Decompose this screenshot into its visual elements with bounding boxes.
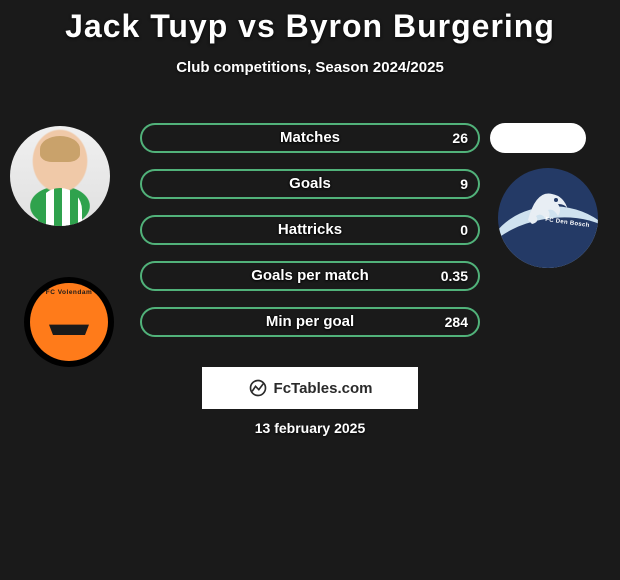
page-title: Jack Tuyp vs Byron Burgering [0,0,620,45]
player-right-club-badge: FC Den Bosch [498,168,598,268]
decorative-shape [38,188,82,226]
player-left-club-badge: FC Volendam [24,277,114,367]
date-text: 13 february 2025 [0,420,620,436]
stat-label: Goals [140,169,480,199]
stat-label: Matches [140,123,480,153]
footer-brand-box: FcTables.com [202,367,418,409]
footer-brand-text: FcTables.com [274,380,373,397]
stat-value-right: 0 [460,215,468,245]
stat-value-right: 9 [460,169,468,199]
player-left-avatar [10,126,110,226]
fctables-logo-icon [248,378,268,398]
stat-label: Goals per match [140,261,480,291]
stat-value-right: 0.35 [441,261,468,291]
stat-row-goals-per-match: Goals per match 0.35 [140,261,480,291]
stat-row-matches: Matches 26 [140,123,480,153]
club-badge-inner: FC Volendam [30,283,108,361]
stat-value-right: 284 [445,307,468,337]
dragon-icon [518,180,578,240]
stats-list: Matches 26 Goals 9 Hattricks 0 Goals per… [140,123,480,353]
player-right-avatar [490,123,586,153]
stat-row-hattricks: Hattricks 0 [140,215,480,245]
stat-row-goals: Goals 9 [140,169,480,199]
stat-label: Min per goal [140,307,480,337]
stat-label: Hattricks [140,215,480,245]
stat-row-min-per-goal: Min per goal 284 [140,307,480,337]
decorative-shape [40,136,80,162]
stat-value-right: 26 [452,123,468,153]
club-badge-text: FC Volendam [30,289,108,296]
subtitle: Club competitions, Season 2024/2025 [0,59,620,76]
ship-icon [49,309,89,335]
